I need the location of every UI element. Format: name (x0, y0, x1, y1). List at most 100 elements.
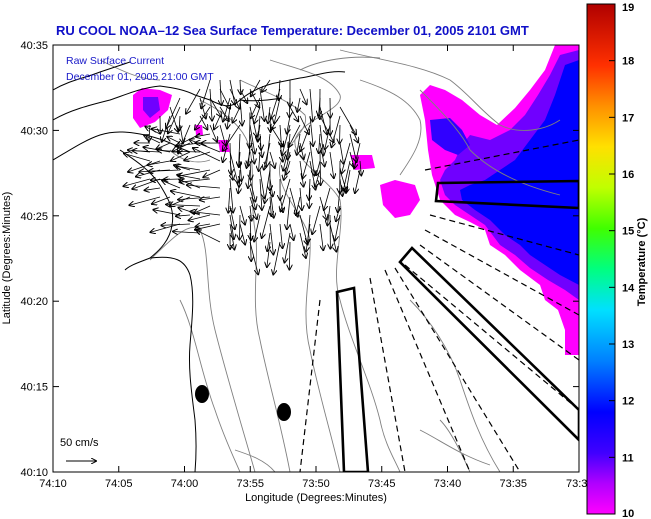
current-vector (355, 169, 361, 193)
current-vector (210, 88, 212, 121)
current-vector (209, 124, 217, 142)
current-vector (325, 124, 331, 149)
current-vector (289, 241, 290, 270)
current-vector (259, 88, 264, 121)
current-vector (230, 142, 231, 174)
current-vector (319, 142, 325, 166)
current-vector (339, 142, 344, 164)
current-vector (219, 88, 230, 109)
current-vector (300, 124, 311, 151)
current-vector (319, 106, 327, 134)
current-vector (229, 178, 233, 212)
current-vector (239, 88, 247, 103)
y-axis-label: Latitude (Degrees:Minutes) (1, 192, 13, 325)
current-vector (251, 97, 261, 118)
current-vector (229, 88, 240, 109)
current-vector (282, 124, 291, 155)
y-tick-label: 40:20 (20, 296, 48, 308)
map-background (53, 45, 579, 472)
colorbar-tick-label: 19 (622, 2, 634, 14)
current-vector (166, 97, 181, 128)
current-vector (133, 151, 161, 152)
current-vector (240, 79, 241, 94)
current-vector (259, 151, 260, 171)
current-vector (280, 124, 282, 147)
current-vector (148, 160, 171, 165)
current-vector (260, 178, 262, 210)
colorbar-tick-label: 10 (622, 508, 634, 519)
current-vector (264, 142, 271, 170)
current-vector (238, 178, 240, 193)
current-vector (273, 241, 281, 274)
current-vector (249, 178, 255, 201)
current-vector (270, 115, 271, 132)
current-vector (296, 196, 301, 215)
current-vector (259, 169, 264, 198)
x-tick-label: 73:50 (302, 478, 330, 490)
current-vector (258, 124, 261, 141)
current-vector (310, 88, 313, 121)
current-vector (286, 160, 291, 175)
current-vector (249, 133, 254, 163)
current-vector (309, 187, 310, 208)
current-vector (332, 115, 341, 147)
chart-title: RU COOL NOAA–12 Sea Surface Temperature:… (56, 23, 529, 38)
map-area[interactable]: Raw Surface Current December 01, 2005 21… (53, 45, 579, 472)
current-vector (144, 135, 161, 144)
current-vector (179, 169, 211, 176)
current-vector (309, 142, 314, 175)
current-vector (342, 142, 351, 173)
current-vector (168, 106, 181, 133)
current-vector (360, 160, 361, 175)
current-vector (290, 223, 294, 240)
current-vector (250, 160, 251, 180)
current-vector (265, 169, 271, 203)
current-vector (247, 151, 251, 168)
current-vector (229, 223, 234, 249)
current-vector (190, 212, 221, 216)
colorbar-tick-label: 16 (622, 169, 634, 181)
current-vector (229, 205, 235, 229)
current-vector (228, 187, 230, 213)
current-vector (285, 232, 291, 263)
y-tick-label: 40:10 (20, 467, 48, 479)
x-tick-label: 73:45 (368, 478, 396, 490)
current-vector (124, 154, 151, 162)
colorbar-tick-label: 14 (622, 282, 635, 294)
current-vector (195, 106, 211, 130)
current-vector (199, 115, 207, 130)
current-vector (312, 205, 321, 234)
current-vector (239, 205, 245, 225)
current-vector (219, 124, 226, 145)
current-vector (176, 166, 201, 171)
current-vector (271, 88, 281, 118)
current-vector (320, 151, 321, 185)
colorbar-tick-label: 12 (622, 396, 634, 408)
colorbar-tick-label: 18 (622, 56, 634, 68)
current-vector (267, 232, 270, 251)
current-vector (339, 106, 356, 134)
x-tick-label: 74:00 (171, 478, 199, 490)
current-vector (200, 197, 221, 200)
current-vector (184, 151, 211, 160)
scale-label: 50 cm/s (60, 437, 99, 449)
current-vector (220, 79, 221, 105)
current-vector (219, 106, 229, 121)
sst-field (133, 45, 579, 355)
current-vector (289, 97, 290, 117)
buoy-marker[interactable] (277, 403, 291, 421)
current-vector (180, 124, 183, 143)
current-vector (230, 160, 233, 180)
current-vector (319, 97, 320, 116)
current-vector (260, 142, 262, 157)
buoy-marker[interactable] (195, 385, 209, 403)
current-vector (329, 151, 334, 178)
current-vector (239, 133, 240, 166)
current-vector (279, 79, 281, 100)
current-vector (152, 129, 181, 135)
x-tick-label: 74:05 (105, 478, 133, 490)
x-axis: 74:10 74:05 74:00 73:55 73:50 73:45 73:40 73:35… (39, 45, 587, 490)
current-vector (319, 223, 323, 250)
current-vector (249, 241, 258, 274)
colorbar-tick-label: 17 (622, 112, 634, 124)
